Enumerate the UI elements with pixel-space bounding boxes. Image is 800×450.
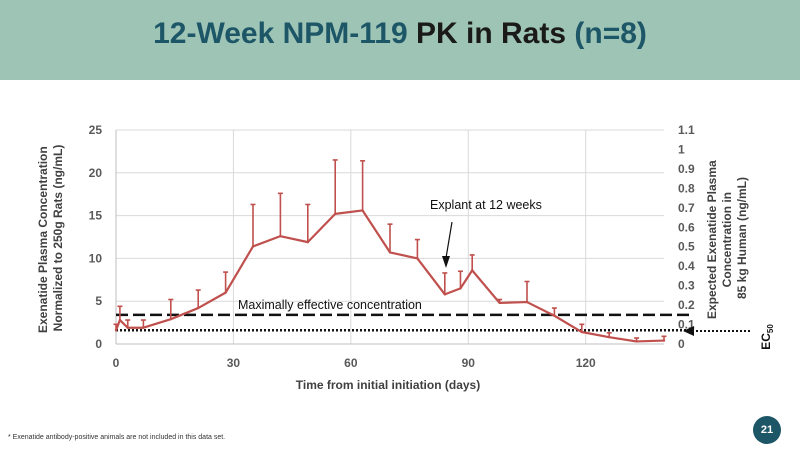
slide-title: 12-Week NPM-119 PK in Rats (n=8): [0, 17, 800, 51]
y-right-label-line2: Concentration in: [720, 192, 734, 287]
data-point: [459, 287, 462, 290]
y-right-label-line1: Expected Exenatide Plasma: [705, 160, 719, 319]
y-left-label: Exenatide Plasma Concentration Normalize…: [36, 143, 65, 333]
series-line: [114, 209, 665, 343]
tick-labels: 051015202500.10.20.30.40.50.60.70.80.911…: [89, 123, 695, 370]
y-right-tick-label: 0.3: [678, 279, 695, 293]
data-point: [142, 326, 145, 329]
axes: [115, 130, 664, 345]
explant-arrowhead: [442, 256, 450, 268]
page-number-badge: 21: [753, 416, 781, 444]
title-study: PK in Rats: [416, 17, 567, 50]
y-right-label: Expected Exenatide Plasma Concentration …: [705, 157, 749, 319]
data-point: [608, 335, 611, 339]
y-left-tick-label: 5: [95, 294, 102, 308]
ec50-sub: 50: [766, 324, 775, 333]
x-tick-label: 60: [344, 356, 358, 370]
y-right-tick-label: 1.1: [678, 123, 695, 137]
y-right-tick-label: 1: [678, 142, 685, 156]
explant-arrow-line: [445, 221, 453, 259]
data-point: [361, 209, 364, 212]
ec50-main: EC: [759, 333, 773, 350]
y-right-label-line3: 85 kg Human (ng/mL): [735, 177, 749, 299]
data-point: [635, 340, 638, 343]
y-left-tick-label: 20: [89, 166, 103, 180]
y-left-label-line2: Normalized to 250g Rats (ng/mL): [51, 145, 65, 332]
title-banner: [0, 0, 800, 80]
y-right-tick-label: 0.9: [678, 162, 695, 176]
data-point: [443, 293, 446, 296]
reference-lines: [116, 221, 750, 336]
mec-annotation: Maximally effective concentration: [238, 298, 422, 312]
data-point: [525, 300, 529, 304]
data-point: [169, 317, 172, 321]
y-left-label-line1: Exenatide Plasma Concentration: [36, 146, 50, 333]
x-axis-label: Time from initial initiation (days): [296, 378, 480, 392]
y-right-tick-label: 0.6: [678, 220, 695, 234]
y-right-tick-label: 0.4: [678, 259, 695, 273]
explant-annotation: Explant at 12 weeks: [430, 198, 542, 212]
y-right-tick-label: 0.8: [678, 181, 695, 195]
x-tick-label: 30: [227, 356, 241, 370]
x-tick-label: 120: [576, 356, 596, 370]
data-point: [114, 329, 118, 332]
y-left-tick-label: 25: [89, 123, 103, 137]
y-left-tick-label: 0: [95, 337, 102, 351]
y-right-tick-label: 0: [678, 337, 685, 351]
data-point: [498, 301, 501, 305]
data-point: [580, 330, 583, 334]
data-point: [126, 326, 129, 329]
data-point: [224, 291, 227, 294]
x-tick-label: 90: [462, 356, 476, 370]
data-point: [306, 240, 309, 244]
data-point: [197, 306, 200, 310]
footnote: * Exenatide antibody-positive animals ar…: [8, 434, 226, 441]
data-point: [118, 318, 122, 322]
title-n: (n=8): [574, 17, 647, 50]
data-point: [553, 314, 556, 317]
data-point: [279, 234, 282, 238]
y-left-tick-label: 15: [89, 209, 103, 223]
x-tick-label: 0: [113, 356, 120, 370]
series-group: [113, 159, 667, 343]
y-right-tick-label: 0.5: [678, 240, 695, 254]
data-point: [251, 245, 255, 248]
data-point: [416, 257, 419, 260]
ec50-arrowhead: [683, 326, 694, 336]
ec50-label: EC50: [759, 324, 775, 350]
y-right-tick-label: 0.2: [678, 298, 695, 312]
data-point: [334, 212, 337, 216]
data-point: [388, 251, 392, 254]
title-drug: 12-Week NPM-119: [153, 17, 408, 50]
data-point: [471, 269, 474, 272]
y-left-tick-label: 10: [89, 251, 103, 265]
data-point: [662, 339, 666, 342]
y-right-tick-label: 0.7: [678, 201, 695, 215]
